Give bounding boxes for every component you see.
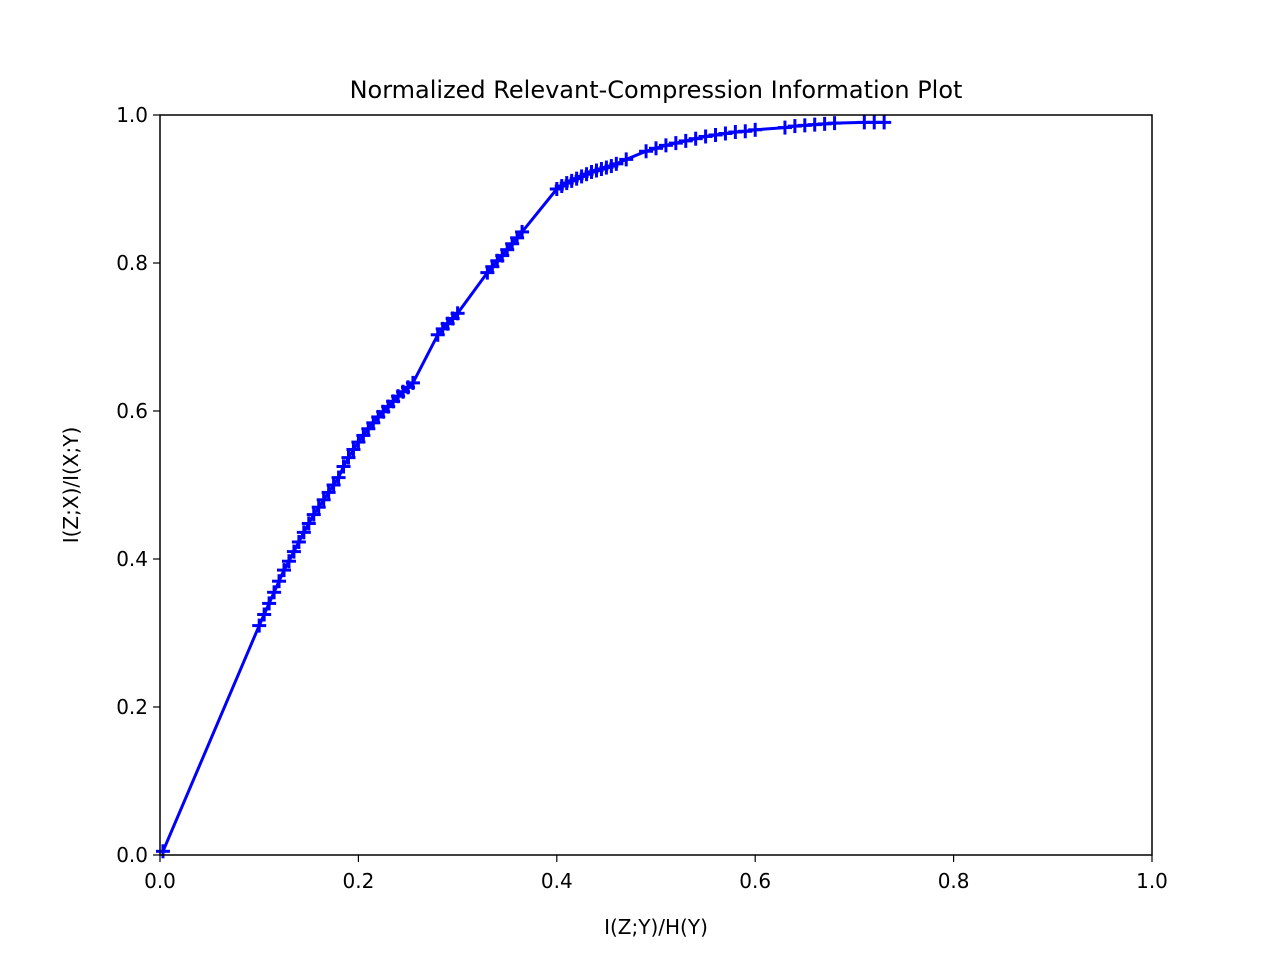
- data-point-marker: [272, 574, 287, 589]
- data-point-marker: [609, 156, 624, 171]
- data-point-marker: [262, 596, 277, 611]
- x-tick-label: 0.2: [342, 869, 374, 893]
- data-point-marker: [405, 375, 420, 390]
- data-point-marker: [277, 563, 291, 578]
- data-point-marker: [450, 306, 465, 321]
- y-tick-label: 0.2: [116, 695, 148, 719]
- data-point-marker: [267, 585, 282, 600]
- data-point-marker: [286, 544, 301, 559]
- data-point-marker: [291, 534, 306, 549]
- y-tick-label: 0.0: [116, 843, 148, 867]
- data-point-marker: [668, 136, 683, 151]
- y-axis-label: I(Z;X)/I(X;Y): [59, 427, 83, 544]
- data-point-marker: [748, 122, 763, 137]
- chart-title: Normalized Relevant-Compression Informat…: [350, 76, 963, 104]
- x-tick-label: 0.4: [541, 869, 573, 893]
- axis-ticks: 0.0 0.2 0.4 0.6 0.8 1.0 0.0 0.2 0.4 0.6 0.8 1.0: [116, 103, 1168, 893]
- data-point-marker: [316, 492, 331, 507]
- data-point-marker: [306, 507, 321, 522]
- x-tick-label: 1.0: [1136, 869, 1168, 893]
- y-tick-label: 0.4: [116, 547, 148, 571]
- data-point-marker: [311, 500, 326, 515]
- data-point-marker: [827, 116, 842, 131]
- data-point-marker: [877, 115, 892, 130]
- axes-frame: [159, 114, 1153, 856]
- data-point-marker: [296, 525, 311, 540]
- x-tick-label: 0.8: [938, 869, 970, 893]
- data-point-marker: [336, 459, 351, 474]
- data-point-marker: [257, 607, 272, 622]
- plot-area: [155, 115, 892, 859]
- data-point-marker: [321, 485, 336, 500]
- data-point-marker: [341, 450, 356, 465]
- data-point-marker: [281, 554, 296, 569]
- data-point-marker: [301, 516, 316, 531]
- data-point-marker: [252, 618, 267, 633]
- data-point-marker: [346, 442, 361, 457]
- x-axis-label: I(Z;Y)/H(Y): [604, 915, 708, 939]
- y-tick-label: 1.0: [116, 103, 148, 127]
- y-tick-label: 0.6: [116, 399, 148, 423]
- x-tick-label: 0.0: [144, 869, 176, 893]
- data-point-marker: [619, 152, 634, 167]
- y-tick-label: 0.8: [116, 251, 148, 275]
- x-tick-label: 0.6: [739, 869, 771, 893]
- data-point-marker: [658, 138, 673, 153]
- data-point-marker: [331, 470, 346, 485]
- data-point-marker: [155, 844, 170, 859]
- data-point-marker: [639, 144, 654, 159]
- data-point-marker: [678, 133, 693, 148]
- data-point-marker: [688, 131, 703, 146]
- data-point-marker: [326, 478, 341, 492]
- data-point-marker: [649, 141, 663, 156]
- data-point-marker: [515, 224, 530, 239]
